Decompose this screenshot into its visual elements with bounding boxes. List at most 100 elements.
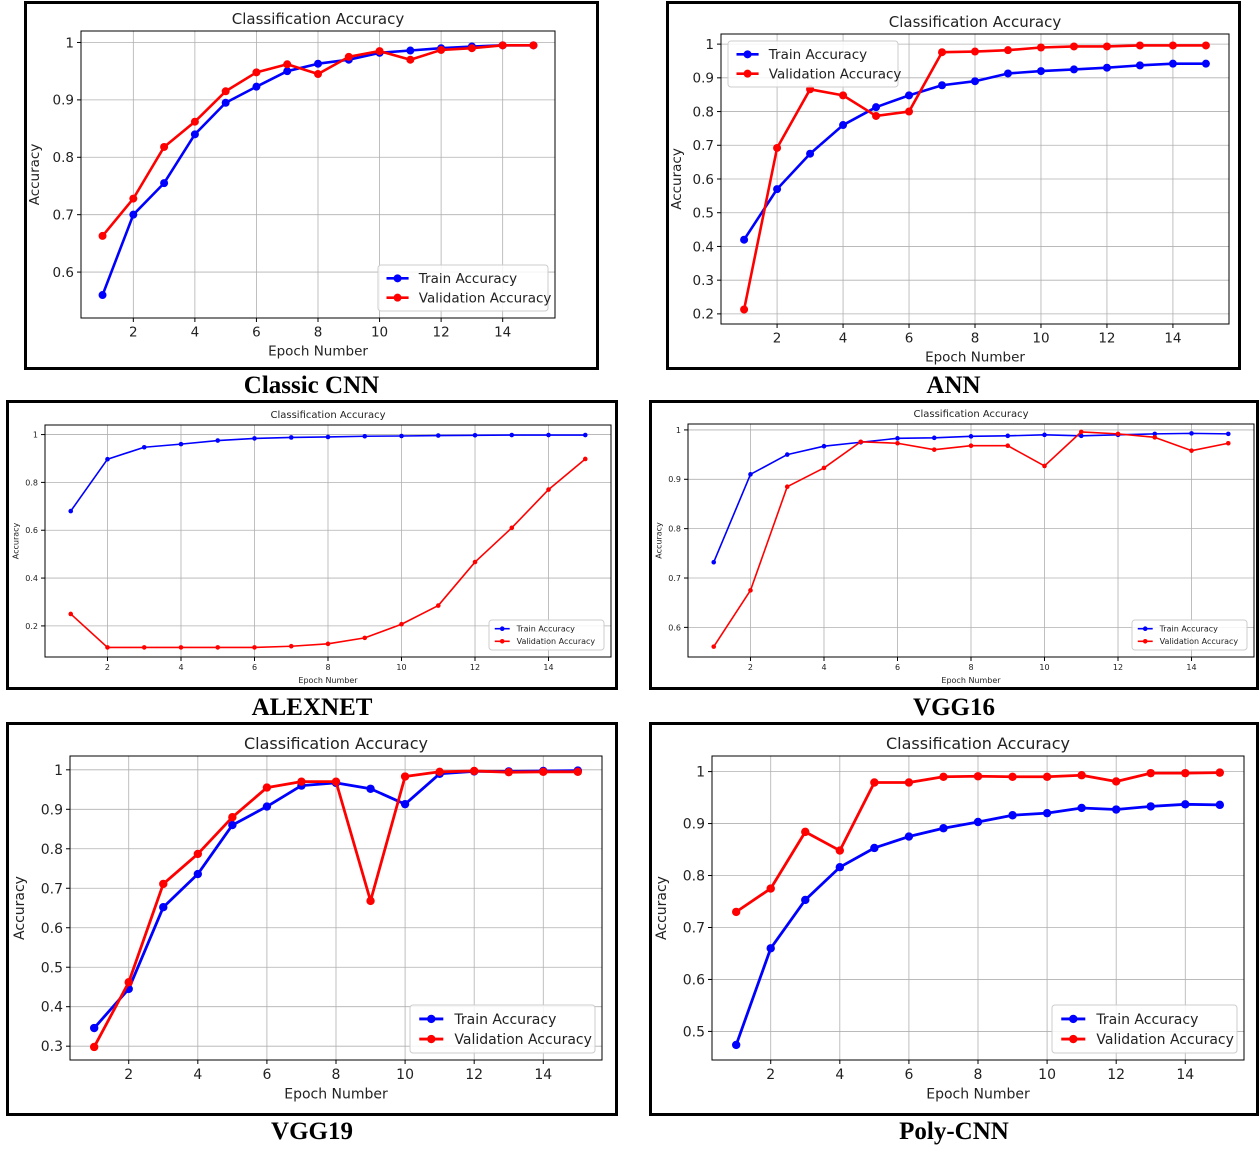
- x-tick-label: 2: [748, 663, 753, 672]
- data-point: [89, 1042, 99, 1052]
- x-axis-label: Epoch Number: [926, 1086, 1030, 1102]
- data-point: [344, 52, 353, 61]
- y-tick-label: 0.8: [668, 525, 681, 534]
- y-tick-label: 0.8: [41, 842, 63, 858]
- y-tick-label: 1: [676, 426, 681, 435]
- data-point: [905, 91, 914, 100]
- chart-title: Classification Accuracy: [914, 409, 1029, 420]
- x-axis-label: Epoch Number: [284, 1086, 388, 1102]
- y-tick-label: 0.6: [53, 265, 74, 281]
- data-point: [872, 103, 881, 112]
- data-point: [400, 799, 410, 809]
- x-tick-label: 2: [105, 663, 110, 672]
- data-point: [193, 849, 203, 859]
- data-point: [835, 846, 845, 855]
- data-point: [1077, 803, 1086, 813]
- data-point: [1008, 811, 1017, 820]
- data-point: [968, 443, 974, 449]
- x-tick-label: 10: [1039, 663, 1049, 672]
- data-point: [1008, 772, 1017, 781]
- legend-box: [488, 619, 605, 651]
- x-tick-label: 14: [1176, 1067, 1194, 1083]
- legend-label: Train Accuracy: [453, 1012, 556, 1028]
- y-tick-label: 1: [65, 35, 74, 51]
- y-tick-label: 0.3: [693, 273, 714, 289]
- data-point: [968, 434, 974, 439]
- chart-panel-vgg16: 2 4 6 8 10 12 14 0.6 0.7 0.8 0.9 1 Classification Ac…: [649, 400, 1259, 690]
- data-point: [1102, 63, 1111, 72]
- chart-title: Classification Accuracy: [886, 734, 1070, 753]
- y-tick-label: 0.6: [25, 526, 38, 535]
- y-tick-label: 1: [705, 37, 714, 53]
- data-point: [1152, 431, 1158, 437]
- data-point: [905, 107, 914, 116]
- x-axis-label: Epoch Number: [925, 349, 1025, 365]
- legend-swatch-marker: [1142, 626, 1148, 631]
- data-point: [1077, 771, 1086, 780]
- data-point: [283, 60, 292, 69]
- data-point: [740, 305, 749, 314]
- y-tick-label: 0.4: [25, 574, 38, 583]
- legend-swatch-marker: [427, 1014, 436, 1024]
- data-point: [190, 117, 199, 126]
- data-point: [1069, 42, 1078, 51]
- data-point: [472, 432, 478, 438]
- x-tick-label: 12: [470, 663, 480, 672]
- x-tick-label: 6: [262, 1067, 271, 1083]
- data-point: [773, 143, 782, 152]
- x-tick-label: 12: [465, 1067, 483, 1083]
- series-validation: [89, 766, 583, 1052]
- data-point: [748, 588, 753, 593]
- data-point: [904, 778, 914, 787]
- data-point: [283, 67, 292, 76]
- y-tick-label: 0.8: [25, 478, 38, 487]
- data-point: [1003, 69, 1012, 78]
- data-point: [509, 432, 515, 438]
- data-point: [801, 827, 810, 837]
- x-tick-label: 4: [835, 1067, 844, 1083]
- y-tick-label: 1: [54, 763, 63, 779]
- chart-caption: VGG19: [271, 1118, 353, 1145]
- y-axis-label: Accuracy: [654, 876, 670, 940]
- data-point: [973, 772, 983, 781]
- data-point: [839, 121, 848, 130]
- data-point: [1189, 448, 1194, 453]
- data-point: [141, 444, 147, 450]
- chart-panel-ann: 2 4 6 8 10 12 14 0.2 0.3 0.4 0.5 0.6 0.7 0.8 0.9 1 Class…: [666, 1, 1241, 370]
- data-point: [1168, 41, 1177, 50]
- data-point: [870, 778, 879, 787]
- data-point: [325, 434, 331, 440]
- chart-caption: Poly-CNN: [899, 1118, 1009, 1145]
- x-tick-label: 14: [1164, 331, 1181, 347]
- series-train: [731, 800, 1225, 1050]
- chart-svg: 2 4 6 8 10 12 14 0.6 0.7 0.8 0.9 1 Classification Ac…: [27, 10, 556, 359]
- y-tick-label: 0.9: [41, 802, 63, 818]
- data-point: [1003, 46, 1012, 55]
- data-point: [748, 472, 753, 477]
- data-point: [178, 441, 184, 447]
- x-tick-label: 4: [178, 663, 183, 672]
- data-point: [1102, 42, 1111, 51]
- x-tick-label: 10: [1038, 1067, 1056, 1083]
- chart-panel-alexnet: 2 4 6 8 10 12 14 0.2 0.4 0.6 0.8 1 Classification Ac…: [6, 400, 618, 690]
- data-point: [1181, 768, 1190, 778]
- series-validation: [740, 41, 1210, 314]
- legend: Train Accuracy Validation Accuracy: [409, 1004, 596, 1054]
- legend-label: Validation Accuracy: [517, 637, 596, 646]
- data-point: [1005, 433, 1011, 439]
- data-point: [529, 41, 538, 50]
- data-point: [362, 635, 368, 641]
- x-tick-label: 10: [396, 1067, 414, 1083]
- data-point: [159, 879, 168, 889]
- data-point: [938, 48, 947, 57]
- data-point: [839, 91, 848, 100]
- data-point: [1036, 43, 1045, 52]
- data-point: [539, 767, 548, 776]
- y-tick-label: 0.5: [693, 206, 714, 222]
- chart-svg: 2 4 6 8 10 12 14 0.6 0.7 0.8 0.9 1 Classification Ac…: [655, 409, 1255, 685]
- y-tick-label: 0.6: [693, 172, 714, 188]
- data-point: [331, 777, 341, 786]
- x-tick-label: 2: [773, 331, 782, 347]
- data-point: [288, 643, 294, 649]
- data-point: [821, 443, 827, 449]
